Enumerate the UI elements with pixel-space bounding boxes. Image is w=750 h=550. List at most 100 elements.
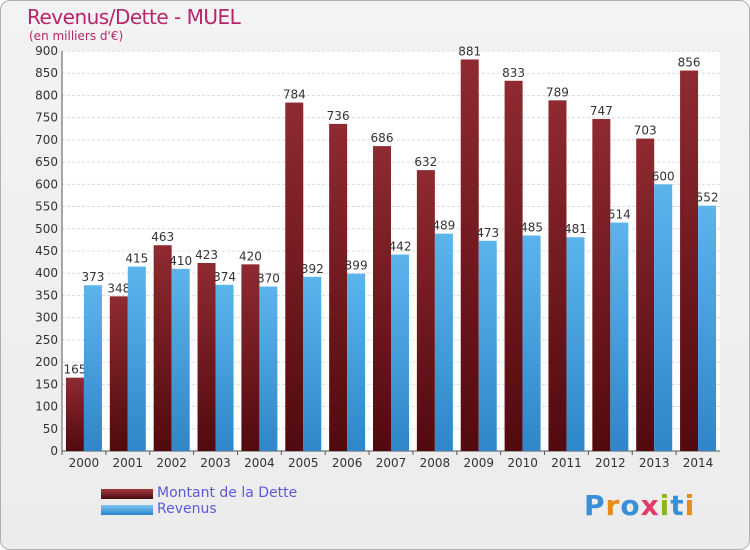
logo-letter: i — [659, 489, 671, 522]
y-tick-label: 350 — [35, 288, 58, 302]
legend-label-revenue: Revenus — [157, 501, 217, 517]
y-tick-label: 900 — [35, 44, 58, 58]
data-label-debt: 463 — [151, 230, 174, 244]
data-label-revenue: 442 — [389, 240, 412, 254]
bar-debt — [636, 138, 655, 452]
x-tick-label: 2010 — [507, 456, 538, 470]
data-label-revenue: 374 — [213, 270, 236, 284]
bar-debt — [416, 170, 435, 451]
data-label-debt: 348 — [107, 281, 130, 295]
x-tick-label: 2001 — [113, 456, 144, 470]
data-label-revenue: 473 — [476, 226, 499, 240]
data-label-revenue: 514 — [608, 208, 631, 222]
bar-debt — [329, 123, 348, 451]
data-label-revenue: 600 — [652, 169, 675, 183]
y-tick-label: 300 — [35, 311, 58, 325]
data-label-debt: 856 — [678, 56, 701, 70]
logo-letter: x — [640, 489, 660, 522]
bar-revenue — [171, 268, 190, 451]
legend-swatch-revenue — [101, 505, 153, 515]
bar-revenue — [347, 273, 366, 451]
data-label-debt: 736 — [327, 109, 350, 123]
x-tick-label: 2000 — [69, 456, 100, 470]
bar-debt — [460, 59, 479, 451]
bar-debt — [680, 70, 699, 452]
logo-letter: o — [620, 489, 641, 522]
data-label-debt: 420 — [239, 249, 262, 263]
y-tick-label: 650 — [35, 155, 58, 169]
y-tick-label: 450 — [35, 244, 58, 258]
proxiti-logo: Proxiti — [584, 489, 695, 522]
bar-revenue — [654, 184, 673, 452]
logo-letter: r — [605, 489, 621, 522]
x-tick-label: 2004 — [244, 456, 275, 470]
x-tick-label: 2013 — [639, 456, 670, 470]
bar-revenue — [83, 285, 102, 451]
data-label-debt: 881 — [458, 44, 481, 58]
data-label-debt: 703 — [634, 124, 657, 138]
logo-letter: t — [670, 489, 685, 522]
bar-revenue — [303, 276, 322, 451]
y-tick-label: 700 — [35, 133, 58, 147]
x-tick-label: 2011 — [551, 456, 582, 470]
data-label-revenue: 485 — [520, 220, 543, 234]
data-label-revenue: 552 — [696, 191, 719, 205]
y-tick-label: 800 — [35, 88, 58, 102]
bar-revenue — [259, 286, 278, 451]
x-tick-label: 2003 — [200, 456, 231, 470]
y-tick-label: 50 — [43, 422, 58, 436]
logo-letter: P — [584, 489, 606, 522]
bar-debt — [285, 102, 304, 452]
y-tick-label: 600 — [35, 177, 58, 191]
y-tick-label: 750 — [35, 111, 58, 125]
data-label-debt: 632 — [414, 155, 437, 169]
data-label-revenue: 392 — [301, 262, 324, 276]
data-label-debt: 789 — [546, 85, 569, 99]
data-label-revenue: 370 — [257, 272, 280, 286]
data-label-debt: 833 — [502, 66, 525, 80]
data-label-debt: 747 — [590, 104, 613, 118]
bar-debt — [592, 119, 611, 451]
bar-debt — [504, 80, 523, 452]
data-label-revenue: 489 — [432, 219, 455, 233]
bar-debt — [65, 377, 84, 451]
data-label-debt: 423 — [195, 248, 218, 262]
bar-revenue — [127, 266, 146, 451]
y-tick-label: 150 — [35, 377, 58, 391]
data-label-revenue: 399 — [345, 259, 368, 273]
data-label-debt: 165 — [63, 363, 86, 377]
y-tick-label: 100 — [35, 400, 58, 414]
legend-label-debt: Montant de la Dette — [157, 485, 298, 501]
bar-debt — [109, 296, 128, 451]
bar-revenue — [522, 235, 541, 451]
bar-revenue — [478, 240, 497, 451]
x-tick-label: 2008 — [420, 456, 451, 470]
logo-letter: i — [684, 489, 696, 522]
bar-revenue — [434, 233, 453, 451]
data-label-revenue: 410 — [169, 254, 192, 268]
bar-debt — [197, 263, 216, 451]
data-label-revenue: 373 — [81, 270, 104, 284]
bar-revenue — [566, 237, 585, 451]
data-label-revenue: 415 — [125, 252, 148, 266]
chart-subtitle: (en milliers d'€) — [29, 29, 124, 43]
bar-revenue — [698, 205, 717, 451]
x-tick-label: 2005 — [288, 456, 319, 470]
bar-revenue — [391, 254, 409, 451]
legend-swatch-debt — [101, 489, 153, 499]
x-tick-label: 2002 — [156, 456, 187, 470]
chart-title: Revenus/Dette - MUEL — [27, 5, 241, 29]
y-tick-label: 250 — [35, 333, 58, 347]
bar-revenue — [215, 284, 234, 451]
y-tick-label: 550 — [35, 200, 58, 214]
x-tick-label: 2007 — [376, 456, 407, 470]
data-label-debt: 784 — [283, 88, 306, 102]
x-tick-label: 2006 — [332, 456, 363, 470]
bar-debt — [153, 245, 172, 451]
y-tick-label: 400 — [35, 266, 58, 280]
x-tick-label: 2014 — [683, 456, 714, 470]
data-label-revenue: 481 — [564, 222, 587, 236]
bar-debt — [548, 100, 567, 451]
